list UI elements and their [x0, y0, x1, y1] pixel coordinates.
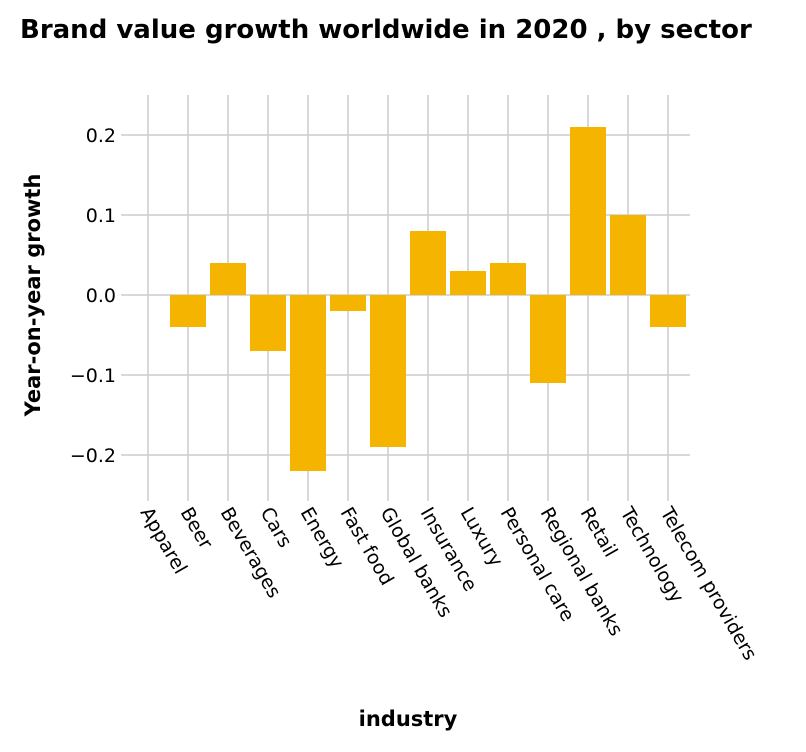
y-tick-label: −0.2 — [70, 445, 116, 467]
y-axis-title: Year-on-year growth — [21, 174, 45, 418]
bar-beer — [170, 295, 206, 327]
bar-global-banks — [370, 295, 406, 447]
bar-telecom-providers — [650, 295, 686, 327]
y-tick-labels: 0.2 0.1 0.0 −0.1 −0.2 — [70, 125, 116, 467]
bar-technology — [610, 215, 646, 295]
x-tick-label: Cars — [256, 504, 296, 552]
bars — [170, 127, 686, 471]
y-tick-label: 0.0 — [86, 285, 116, 307]
bar-cars — [250, 295, 286, 351]
x-tick-label: Beer — [176, 504, 217, 553]
chart-title: Brand value growth worldwide in 2020 , b… — [20, 15, 752, 45]
y-tick-label: −0.1 — [70, 365, 116, 387]
bar-personal-care — [490, 263, 526, 295]
bar-insurance — [410, 231, 446, 295]
y-tick-label: 0.1 — [86, 205, 116, 227]
bar-retail — [570, 127, 606, 295]
bar-fast-food — [330, 295, 366, 311]
bar-luxury — [450, 271, 486, 295]
y-tick-label: 0.2 — [86, 125, 116, 147]
x-axis-title: industry — [359, 707, 458, 731]
bar-regional-banks — [530, 295, 566, 383]
bar-beverages — [210, 263, 246, 295]
bar-energy — [290, 295, 326, 471]
